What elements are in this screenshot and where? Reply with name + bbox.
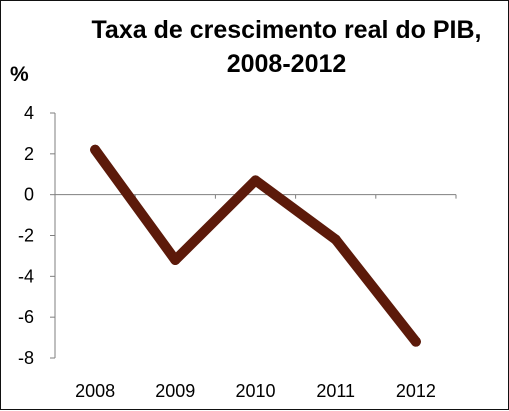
x-category-label: 2010 xyxy=(235,381,275,401)
data-point xyxy=(330,234,341,245)
data-point xyxy=(410,336,421,347)
data-point xyxy=(250,175,261,186)
y-tick-label: -2 xyxy=(18,226,34,246)
chart-title: Taxa de crescimento real do PIB, 2008-20… xyxy=(91,16,482,78)
y-tick-label: 4 xyxy=(24,103,34,123)
y-tick-label: 2 xyxy=(24,144,34,164)
data-point xyxy=(90,144,101,155)
y-tick-labels: 4 2 0 -2 -4 -6 -8 xyxy=(18,103,34,368)
x-category-label: 2012 xyxy=(396,381,436,401)
y-tick-label: -6 xyxy=(18,307,34,327)
y-axis-unit-label: % xyxy=(10,63,29,86)
series-lines xyxy=(90,144,421,347)
x-category-label: 2009 xyxy=(155,381,195,401)
x-category-label: 2011 xyxy=(316,381,355,401)
x-category-label: 2008 xyxy=(75,381,115,401)
y-tick-label: -8 xyxy=(18,348,34,368)
data-point xyxy=(170,255,181,265)
y-tick-label: -4 xyxy=(18,266,34,286)
y-tick-label: 0 xyxy=(24,185,34,205)
x-category-labels: 2008 2009 2010 2011 2012 xyxy=(75,381,436,401)
